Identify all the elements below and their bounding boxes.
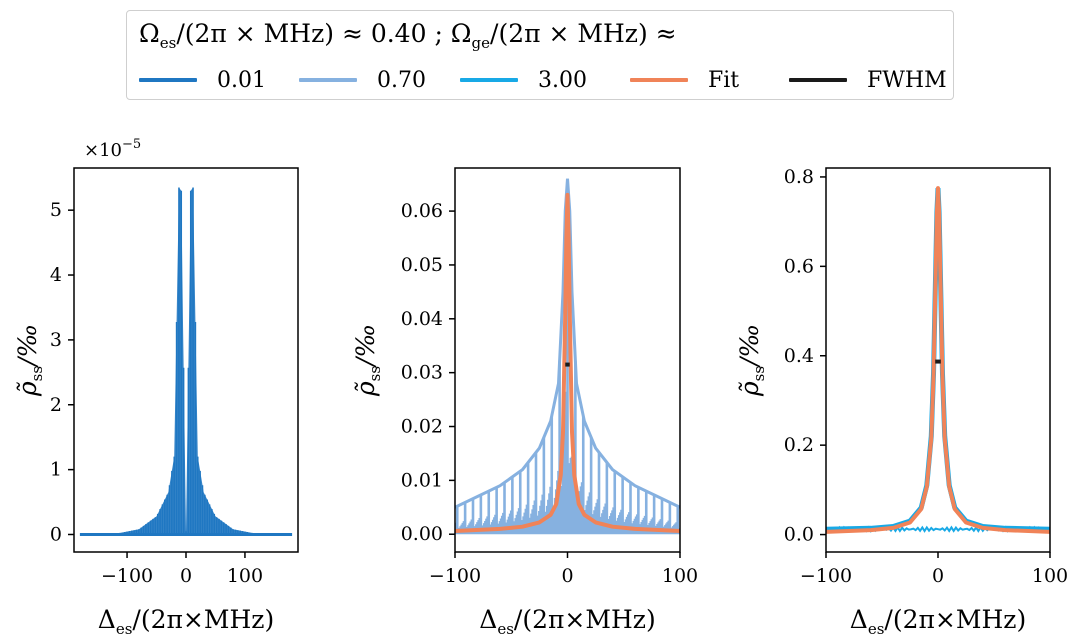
legend-swatch (630, 78, 688, 82)
series-fit-line (455, 192, 680, 533)
series-0.70-line (455, 178, 680, 509)
y-tick-label: 0.01 (401, 469, 443, 491)
legend-title-sub-ge: ge (471, 34, 491, 52)
legend-label: 0.01 (217, 67, 266, 93)
y-tick-label: 3 (50, 329, 62, 351)
x-axis-label: Δes/(2π×MHz) (850, 605, 1026, 638)
x-tick-label: 100 (1032, 565, 1068, 587)
y-tick-label: 1 (50, 459, 62, 481)
legend-item-0.70: 0.70 (299, 65, 426, 95)
y-axis-label: ρ̃ss/‰ (13, 324, 46, 397)
chart-panel-3: −100 0 100 0.0 0.2 0.4 0.6 0.8 Δes/(2π×MHz) ρ̃ss/… (735, 166, 1068, 638)
y-tick-label: 0.06 (401, 200, 443, 222)
x-axis-label: Δes/(2π×MHz) (98, 605, 274, 638)
y-tick-label: 0.05 (401, 254, 443, 276)
x-tick-label: 0 (180, 565, 192, 587)
x-tick-label: −100 (101, 565, 153, 587)
legend-item-fit: Fit (630, 65, 739, 95)
legend-items: 0.01 0.70 3.00 Fit FWHM (127, 65, 953, 95)
legend-title-sub-es: es (159, 34, 177, 52)
legend-label: Fit (708, 67, 740, 93)
y-tick-label: 0.0 (784, 524, 814, 546)
legend-item-0.01: 0.01 (139, 65, 266, 95)
legend-title-right: /(2π × MHz) ≈ (490, 19, 677, 48)
legend-item-fwhm: FWHM (789, 65, 947, 95)
legend: Ωes/(2π × MHz) ≈ 0.40 ; Ωge/(2π × MHz) ≈… (126, 10, 954, 100)
y-tick-label: 0.2 (784, 434, 814, 456)
y-tick-label: 0 (50, 523, 62, 545)
x-tick-label: 100 (227, 565, 263, 587)
y-tick-label: 0.4 (784, 345, 814, 367)
legend-swatch (789, 78, 847, 82)
x-tick-label: −100 (429, 565, 481, 587)
legend-title-omega-es: Ω (139, 19, 160, 48)
plot-area (826, 186, 1050, 534)
y-tick-label: 2 (50, 394, 62, 416)
y-tick-label: 0.04 (401, 308, 443, 330)
legend-title: Ωes/(2π × MHz) ≈ 0.40 ; Ωge/(2π × MHz) ≈ (139, 19, 677, 52)
y-tick-label: 0.6 (784, 255, 814, 277)
offset-text: ×10−5 (84, 137, 141, 161)
legend-label: FWHM (867, 67, 947, 93)
y-tick-label: 0.02 (401, 416, 443, 438)
y-tick-label: 0.8 (784, 166, 814, 188)
plot-area (455, 178, 680, 535)
legend-label: 3.00 (538, 67, 587, 93)
legend-label: 0.70 (377, 67, 426, 93)
x-tick-label: 0 (932, 565, 944, 587)
legend-item-3.00: 3.00 (460, 65, 587, 95)
x-tick-label: 0 (561, 565, 573, 587)
y-axis-label: ρ̃ss/‰ (735, 324, 768, 397)
y-tick-label: 0.00 (401, 523, 443, 545)
y-tick-label: 4 (50, 264, 62, 286)
x-tick-label: 100 (662, 565, 698, 587)
y-axis-label: ρ̃ss/‰ (351, 324, 384, 397)
series-fit-line (826, 186, 1050, 534)
legend-swatch (139, 78, 197, 82)
legend-swatch (299, 78, 357, 82)
y-tick-label: 0.03 (401, 362, 443, 384)
plot-area (79, 187, 293, 536)
legend-swatch (460, 78, 518, 82)
x-tick-label: −100 (800, 565, 852, 587)
x-axis-label: Δes/(2π×MHz) (479, 605, 655, 638)
legend-title-middle: /(2π × MHz) ≈ 0.40 ; Ω (176, 19, 472, 48)
y-tick-label: 5 (50, 199, 62, 221)
chart-panel-1: −100 0 100 0 1 2 3 4 5 Δes/(2π×MHz) ρ̃ss/‰ ×10−5 (13, 137, 299, 638)
chart-panel-2: −100 0 100 0.00 0.01 0.02 0.03 0.04 0.05 0.06 Δes/… (351, 167, 698, 638)
